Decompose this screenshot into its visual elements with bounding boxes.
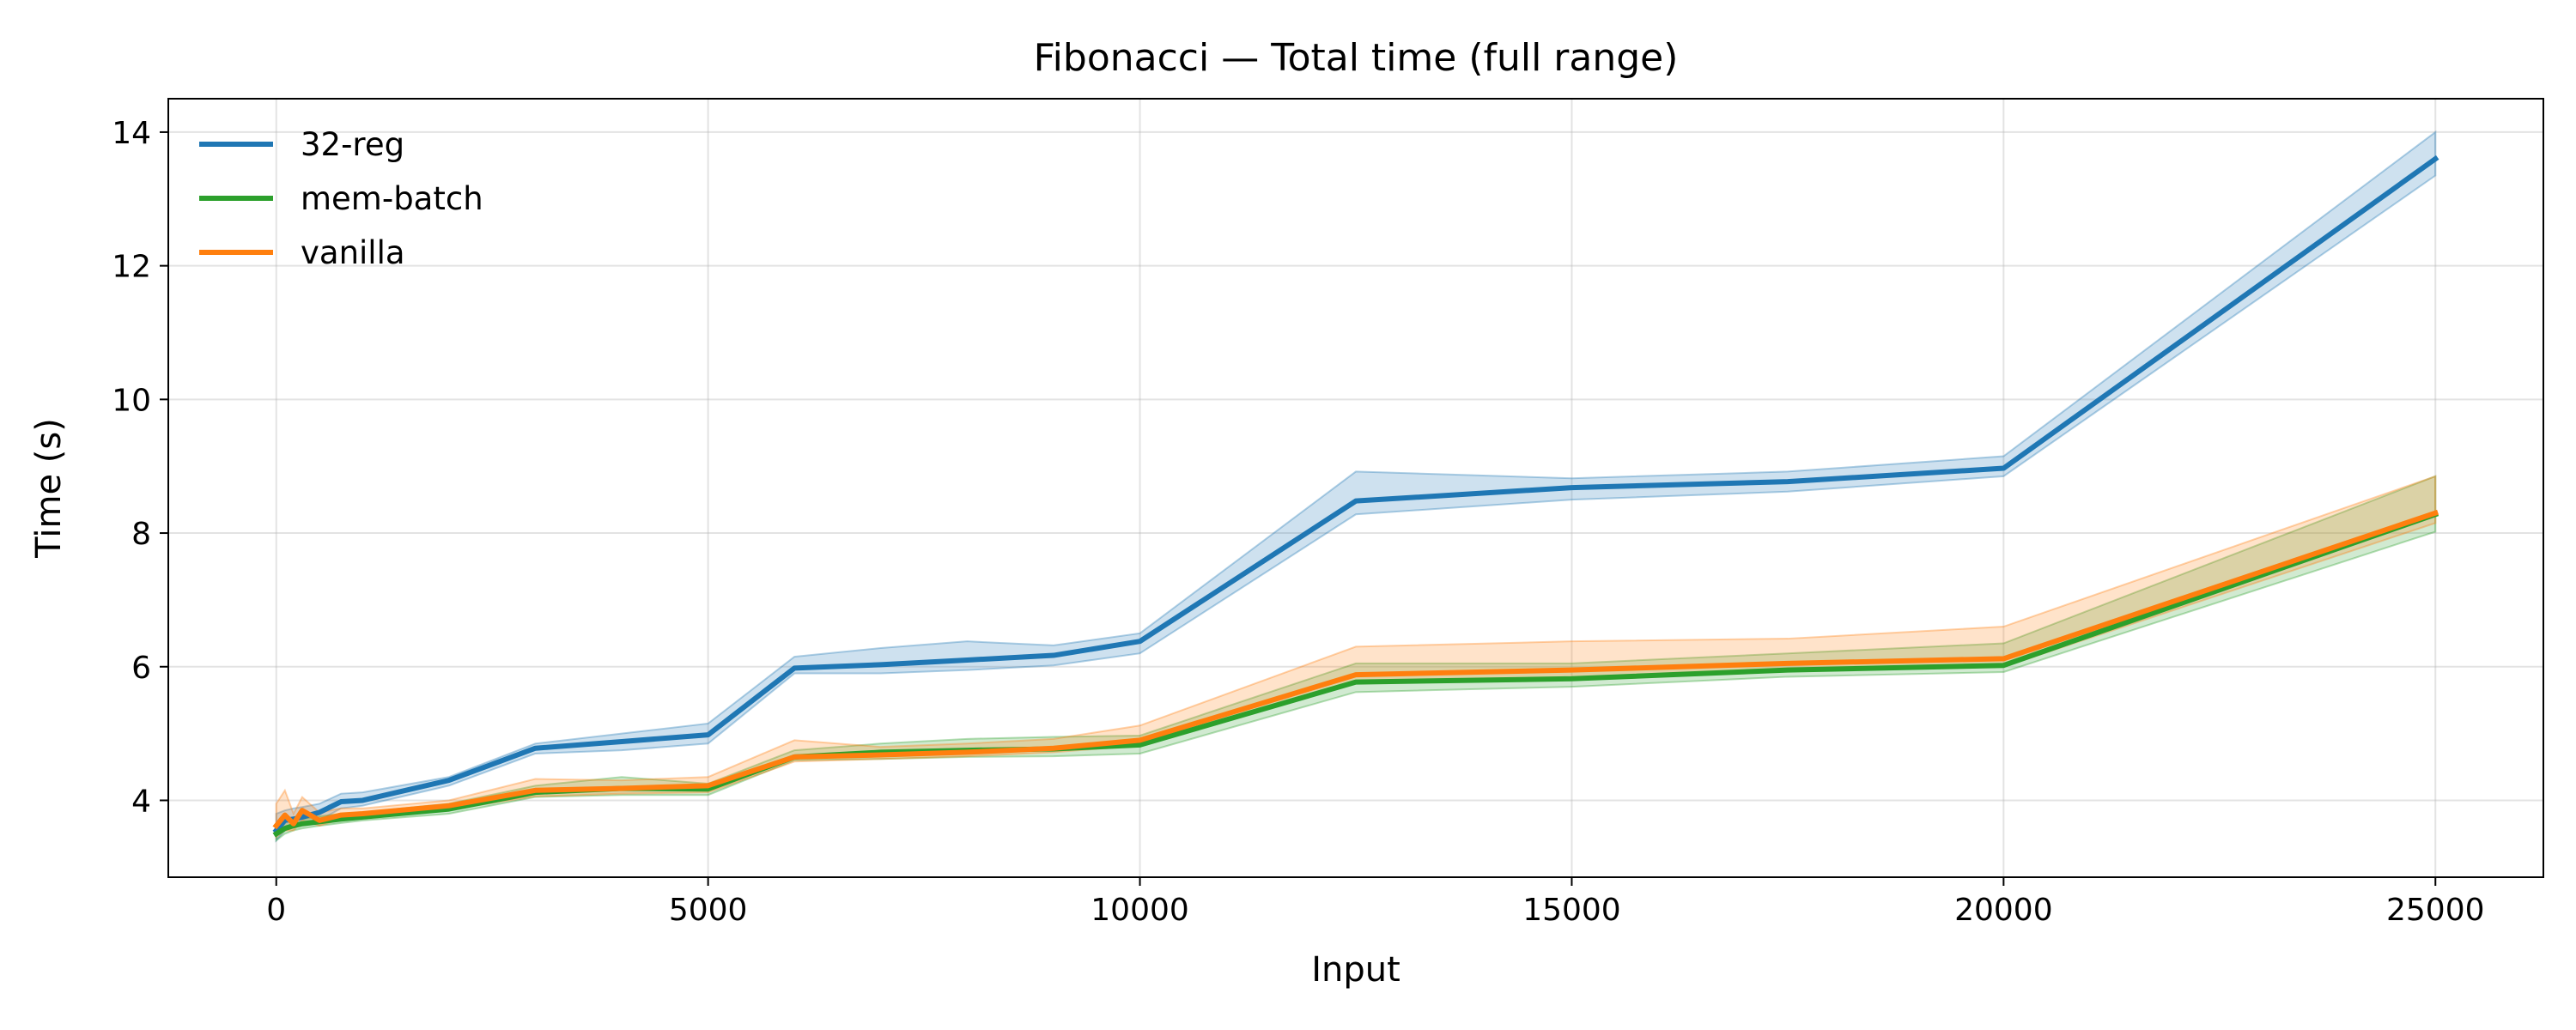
x-tick-label: 15000 (1522, 893, 1621, 928)
y-tick-label: 12 (112, 250, 151, 285)
y-tick-label: 4 (131, 784, 151, 819)
x-tick-label: 20000 (1954, 893, 2053, 928)
grid (168, 99, 2543, 877)
legend-item: 32-reg (199, 126, 404, 163)
series-lines (272, 154, 2439, 838)
y-axis-label: Time (s) (29, 418, 69, 559)
legend-label: vanilla (301, 234, 405, 271)
legend-label: 32-reg (301, 126, 404, 163)
legend-item: mem-batch (199, 180, 483, 217)
x-tick-label: 5000 (669, 893, 748, 928)
legend: 32-reg mem-batch vanilla (199, 126, 483, 271)
y-tick-label: 14 (112, 116, 151, 151)
confidence-bands (275, 130, 2437, 843)
x-axis-label: Input (1311, 950, 1400, 990)
vanilla-band (275, 475, 2437, 839)
chart-title: Fibonacci — Total time (full range) (1034, 36, 1679, 80)
y-tick-label: 10 (112, 383, 151, 418)
legend-label: mem-batch (301, 180, 483, 217)
vanilla-line (272, 509, 2439, 830)
plot-area-frame (167, 98, 2544, 878)
x-tick-label: 25000 (2386, 893, 2485, 928)
legend-item: vanilla (199, 234, 405, 271)
x-tick-label: 0 (266, 893, 286, 928)
y-tick-label: 8 (131, 517, 151, 552)
x-tick-label: 10000 (1091, 893, 1189, 928)
y-tick-label: 6 (131, 651, 151, 686)
mem-batch-line (272, 511, 2439, 838)
axis-ticks: 0 5000 10000 15000 20000 25000 4 6 8 10 12 14 (112, 116, 2484, 928)
32-reg-band (275, 130, 2437, 843)
